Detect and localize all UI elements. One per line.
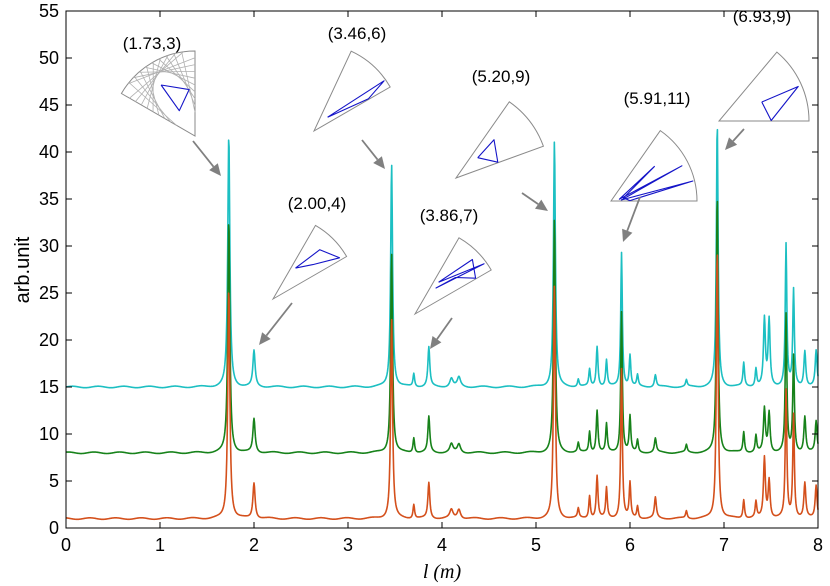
annotation-arrow-shaft: [436, 317, 453, 340]
annotation-arrow-head: [725, 137, 738, 150]
annotation-arrow-shaft: [265, 302, 293, 337]
orbit-inset: [271, 224, 348, 301]
x-tick-label: 5: [531, 535, 541, 555]
periodic-orbit: [160, 84, 190, 112]
annotation-arrow-shaft: [521, 192, 539, 205]
series-line-green: [65, 200, 819, 455]
periodic-orbit: [295, 249, 341, 269]
insets-layer: [120, 50, 810, 316]
annotation-label: (5.20,9): [472, 67, 531, 86]
series-line-orange: [65, 254, 819, 521]
orbit-inset: [120, 50, 196, 137]
x-tick-label: 3: [343, 535, 353, 555]
orbit-inset: [717, 51, 810, 122]
annotation-arrow-shaft: [192, 140, 215, 168]
annotation-labels: (1.73,3) (2.00,4) (3.46,6) (3.86,7) (5.20,9)…: [123, 7, 792, 225]
periodic-orbit: [761, 85, 799, 122]
annotation-label: (3.86,7): [420, 206, 479, 225]
x-axis-label-text: l (m): [423, 561, 462, 583]
y-tick-label: 35: [39, 189, 59, 209]
gray-trajectory: [139, 70, 166, 119]
annotation-arrow-shaft: [732, 128, 745, 142]
orbit-inset: [312, 50, 391, 133]
y-tick-label: 10: [39, 424, 59, 444]
series-layer: [65, 128, 819, 521]
x-tick-label: 0: [61, 535, 71, 555]
y-tick-label: 50: [39, 48, 59, 68]
periodic-orbit: [327, 80, 385, 118]
orbit-inset: [610, 129, 698, 202]
annotation-label: (1.73,3): [123, 34, 182, 53]
gray-trajectory: [151, 62, 196, 86]
y-axis-label: arb.unit: [12, 236, 34, 303]
gray-trajectory: [132, 64, 196, 79]
gray-trajectory: [138, 71, 196, 73]
orbit-inset: [413, 237, 492, 316]
gray-trajectory: [140, 55, 169, 106]
sector-boundary: [610, 129, 698, 202]
annotation-arrow-shaft: [361, 139, 379, 161]
periodic-orbit: [435, 258, 485, 289]
axis-ticks: [65, 10, 819, 529]
annotation-label: (2.00,4): [288, 194, 347, 213]
arrows-layer: [192, 128, 745, 349]
x-tick-label: 4: [437, 535, 447, 555]
sector-boundary: [271, 224, 348, 301]
periodic-orbit: [477, 139, 499, 163]
y-tick-label: 15: [39, 377, 59, 397]
x-tick-label: 7: [719, 535, 729, 555]
gray-trajectory: [144, 66, 196, 79]
x-tick-label: 2: [249, 535, 259, 555]
y-tick-label: 30: [39, 236, 59, 256]
y-tick-label: 40: [39, 142, 59, 162]
x-tick-label: 1: [155, 535, 165, 555]
x-tick-label: 6: [625, 535, 635, 555]
series-line-cyan: [65, 128, 819, 389]
annotation-label: (3.46,6): [328, 24, 387, 43]
gray-trajectory: [129, 51, 184, 99]
x-axis-label: l (m): [423, 561, 462, 583]
annotation-arrow-head: [209, 163, 221, 176]
annotation-arrow-head: [430, 336, 442, 349]
y-tick-label: 25: [39, 283, 59, 303]
y-tick-label: 5: [49, 471, 59, 491]
annotation-arrow-head: [373, 156, 385, 169]
sector-boundary: [312, 50, 391, 133]
sector-boundary: [454, 101, 545, 180]
annotation-arrow-head: [535, 199, 548, 211]
annotation-arrow-head: [622, 228, 633, 242]
x-tick-label: 8: [813, 535, 823, 555]
orbit-inset: [454, 101, 545, 180]
y-tick-label: 20: [39, 330, 59, 350]
gray-trajectory: [146, 58, 161, 109]
annotation-label: (6.93,9): [733, 7, 792, 26]
y-tick-label: 55: [39, 1, 59, 21]
annotation-arrow-head: [259, 332, 271, 345]
periodic-orbit: [618, 165, 694, 202]
gray-trajectory: [135, 52, 176, 102]
gray-trajectory: [133, 76, 172, 123]
y-tick-label: 0: [49, 518, 59, 538]
annotation-label: (5.91,11): [624, 89, 691, 108]
annotation-arrow-shaft: [626, 196, 641, 232]
sector-boundary: [717, 51, 810, 122]
y-tick-label: 45: [39, 95, 59, 115]
